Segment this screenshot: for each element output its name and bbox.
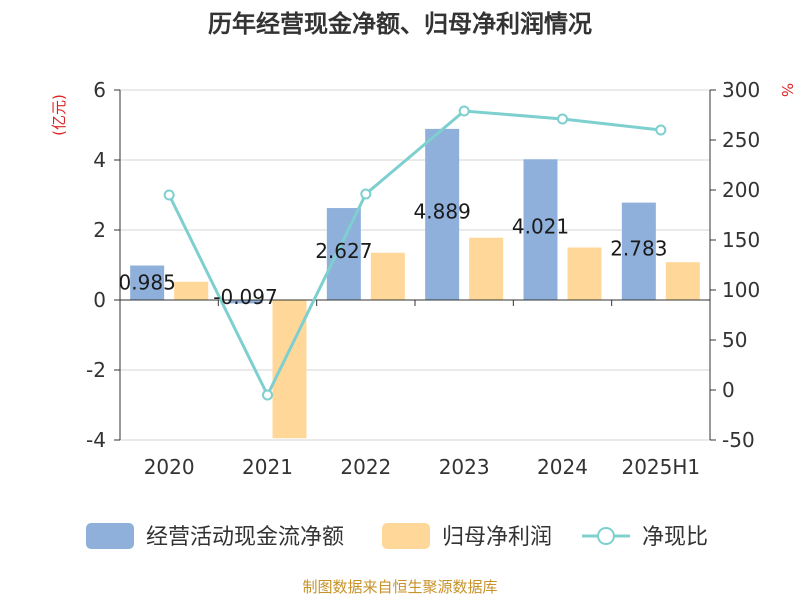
- bar-netprofit: [469, 237, 504, 300]
- ratio-point: [262, 389, 273, 401]
- ratio-point: [458, 105, 470, 117]
- left-tick-label: 0: [93, 288, 106, 312]
- bar-cashflow: [130, 265, 165, 300]
- bar-cashflow: [425, 128, 460, 300]
- right-tick-label: 100: [722, 278, 760, 302]
- left-tick-label: 4: [93, 148, 106, 172]
- right-tick-label: -50: [722, 428, 755, 452]
- chart-title: 历年经营现金净额、归母净利润情况: [208, 10, 592, 38]
- ratio-point: [655, 124, 667, 136]
- bar-netprofit: [174, 281, 209, 300]
- data-label: 2.783: [610, 236, 667, 260]
- left-tick-label: 6: [93, 78, 106, 102]
- category-label: 2023: [439, 455, 490, 479]
- bar-cashflow: [228, 300, 263, 304]
- left-tick-label: -2: [86, 358, 106, 382]
- legend-label: 净现比: [642, 525, 708, 550]
- category-label: 2024: [537, 455, 588, 479]
- right-tick-label: 0: [722, 378, 735, 402]
- left-tick-label: -4: [86, 428, 106, 452]
- right-tick-label: 250: [722, 128, 760, 152]
- data-label: 4.021: [512, 215, 569, 239]
- bar-cashflow: [621, 202, 656, 300]
- legend-swatch: [382, 523, 430, 549]
- bar-netprofit: [567, 247, 602, 300]
- right-tick-label: 150: [722, 228, 760, 252]
- legend-label: 经营活动现金流净额: [146, 525, 344, 550]
- category-label: 2022: [340, 455, 391, 479]
- data-labels-group: 0.985 -0.097 2.627 4.889 4.021 2.783: [119, 199, 668, 309]
- ratio-point: [557, 113, 568, 125]
- ratio-point: [360, 188, 372, 200]
- grid-lines: [120, 89, 710, 441]
- ratio-line-group: [163, 105, 667, 401]
- source-note: 制图数据来自恒生聚源数据库: [302, 578, 497, 596]
- data-label: 4.889: [414, 199, 471, 223]
- data-label: -0.097: [213, 285, 277, 309]
- data-label: 0.985: [119, 271, 176, 295]
- bar-cashflow: [326, 208, 361, 300]
- bar-cashflow: [523, 159, 558, 300]
- bar-netprofit: [370, 252, 405, 300]
- right-tick-label: 50: [722, 328, 747, 352]
- category-label: 2020: [144, 455, 195, 479]
- legend-label: 归母净利润: [442, 525, 552, 550]
- bar-netprofit: [665, 262, 700, 300]
- right-tick-label: 300: [722, 78, 760, 102]
- ratio-line: [167, 109, 662, 399]
- bars-group: [130, 128, 700, 439]
- right-axis-unit: %: [778, 83, 796, 97]
- legend-swatch: [86, 523, 134, 549]
- category-label: 2025H1: [621, 455, 700, 479]
- legend-point-swatch: [597, 527, 615, 545]
- data-label: 2.627: [315, 239, 372, 263]
- ratio-point: [163, 189, 175, 201]
- category-label: 2021: [242, 455, 293, 479]
- legend: 经营活动现金流净额 归母净利润 净现比: [86, 523, 708, 550]
- left-tick-label: 2: [93, 218, 106, 242]
- right-tick-label: 200: [722, 178, 760, 202]
- bar-netprofit: [272, 300, 307, 439]
- left-axis-unit: (亿元): [50, 94, 68, 136]
- axes-group: -4 -2 0 2 4 6 -50 0 50 100 150 200 250 300 2020 2021 202…: [86, 78, 760, 479]
